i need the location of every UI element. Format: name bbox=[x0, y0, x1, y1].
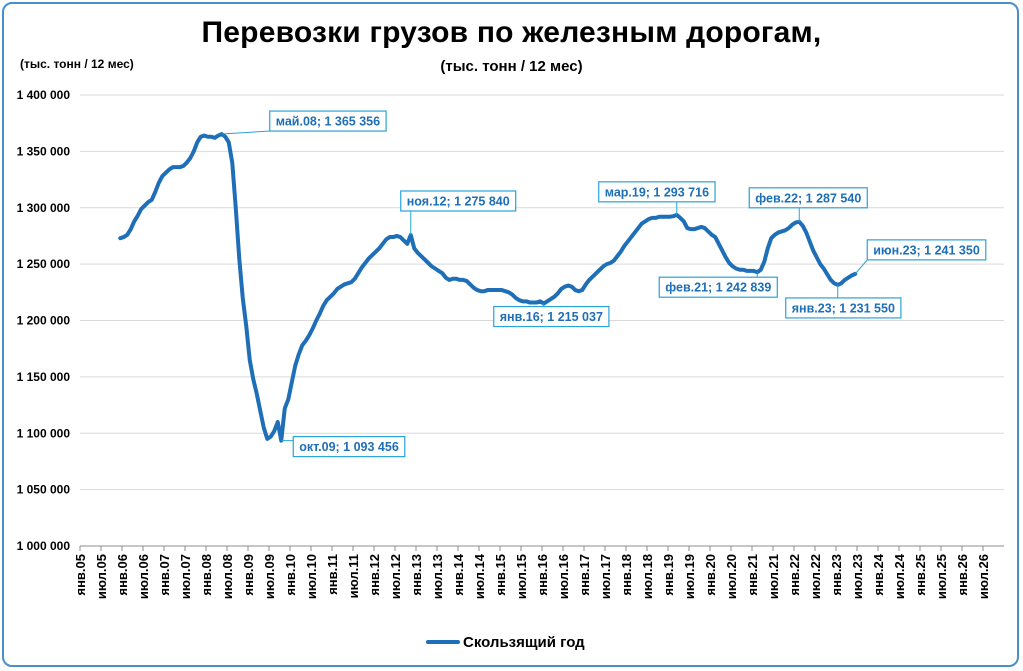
x-tick-label: янв.15 bbox=[493, 554, 508, 596]
callout-box bbox=[269, 110, 387, 132]
y-tick-label: 1 250 000 bbox=[17, 257, 71, 271]
series-line bbox=[118, 132, 858, 443]
x-tick-label: июл.10 bbox=[304, 554, 319, 599]
x-tick-label: янв.20 bbox=[703, 554, 718, 596]
x-tick-label: янв.06 bbox=[115, 554, 130, 596]
x-tick-label: янв.17 bbox=[577, 554, 592, 596]
x-tick-label: июл.19 bbox=[682, 554, 697, 599]
x-tick-label: янв.18 bbox=[619, 554, 634, 596]
x-tick-label: июл.16 bbox=[556, 554, 571, 599]
data-callout: июн.23; 1 241 350 bbox=[854, 239, 987, 275]
x-tick-label: янв.08 bbox=[199, 554, 214, 596]
y-tick-label: 1 400 000 bbox=[17, 88, 71, 102]
x-axis: янв.05 июл.05 янв.06 июл.06 янв.07 июл.07 янв.… bbox=[73, 546, 991, 599]
y-tick-label: 1 300 000 bbox=[17, 201, 71, 215]
x-tick-label: июл.08 bbox=[220, 554, 235, 599]
y-tick-label: 1 100 000 bbox=[17, 426, 71, 440]
callout-box bbox=[866, 239, 987, 261]
data-callout: окт.09; 1 093 456 bbox=[281, 436, 406, 458]
x-tick-label: янв.13 bbox=[409, 554, 424, 596]
x-tick-label: июл.07 bbox=[178, 554, 193, 599]
chart-title: Перевозки грузов по железным дорогам, bbox=[201, 16, 822, 49]
callout-box bbox=[292, 436, 406, 458]
callout-box bbox=[748, 187, 868, 209]
x-tick-label: июл.12 bbox=[388, 554, 403, 599]
data-callout: мар.19; 1 293 716 bbox=[598, 181, 716, 215]
callout-label: ноя.12; 1 275 840 bbox=[407, 194, 510, 208]
x-tick-label: янв.23 bbox=[829, 554, 844, 596]
x-tick-label: июл.18 bbox=[640, 554, 655, 599]
x-tick-label: июл.25 bbox=[934, 554, 949, 599]
callout-label: фев.21; 1 242 839 bbox=[665, 281, 771, 295]
callout-label: май.08; 1 365 356 bbox=[276, 115, 380, 129]
x-tick-label: янв.21 bbox=[745, 554, 760, 596]
callout-leader bbox=[221, 130, 270, 135]
y-axis: 1 000 000 1 050 000 1 100 000 1 150 000 1 20… bbox=[17, 88, 71, 553]
callout-box bbox=[598, 181, 716, 203]
y-tick-label: 1 200 000 bbox=[17, 314, 71, 328]
x-tick-label: янв.19 bbox=[661, 554, 676, 596]
data-callout: фев.21; 1 242 839 bbox=[658, 272, 778, 298]
y-axis-unit-label: (тыс. тонн / 12 мес) bbox=[20, 57, 134, 71]
x-tick-label: июл.13 bbox=[430, 554, 445, 599]
x-tick-label: янв.25 bbox=[913, 554, 928, 596]
y-tick-label: 1 150 000 bbox=[17, 370, 71, 384]
callout-box bbox=[785, 297, 902, 319]
x-tick-label: июл.21 bbox=[766, 554, 781, 599]
x-tick-label: июл.22 bbox=[808, 554, 823, 599]
x-tick-label: июл.26 bbox=[976, 554, 991, 599]
data-callout: фев.22; 1 287 540 bbox=[748, 187, 868, 222]
callout-label: мар.19; 1 293 716 bbox=[605, 185, 709, 199]
y-tick-label: 1 350 000 bbox=[17, 144, 71, 158]
x-tick-label: июл.09 bbox=[262, 554, 277, 599]
x-tick-label: янв.05 bbox=[73, 554, 88, 596]
callout-label: янв.23; 1 231 550 bbox=[792, 301, 895, 315]
chart-subtitle: (тыс. тонн / 12 мес) bbox=[440, 58, 583, 75]
x-tick-label: янв.10 bbox=[283, 554, 298, 596]
x-tick-label: июл.23 bbox=[850, 554, 865, 599]
callout-leader bbox=[854, 259, 868, 275]
callout-label: окт.09; 1 093 456 bbox=[299, 440, 399, 454]
callout-label: июн.23; 1 241 350 bbox=[873, 243, 980, 257]
x-tick-label: янв.22 bbox=[787, 554, 802, 596]
series-layer bbox=[118, 132, 858, 443]
x-tick-label: июл.24 bbox=[892, 553, 907, 599]
x-tick-label: янв.14 bbox=[451, 553, 466, 595]
data-callout: май.08; 1 365 356 bbox=[221, 110, 387, 135]
data-callout: янв.23; 1 231 550 bbox=[785, 284, 902, 319]
callout-box bbox=[400, 190, 517, 212]
callout-box bbox=[658, 276, 778, 298]
x-tick-label: янв.16 bbox=[535, 554, 550, 596]
x-tick-label: янв.26 bbox=[955, 554, 970, 596]
data-callout: ноя.12; 1 275 840 bbox=[400, 190, 517, 235]
x-tick-label: янв.24 bbox=[871, 553, 886, 595]
x-tick-label: июл.05 bbox=[94, 554, 109, 599]
legend-label: Скользящий год bbox=[463, 634, 585, 651]
x-tick-label: июл.15 bbox=[514, 554, 529, 599]
x-tick-label: янв.11 bbox=[325, 554, 340, 595]
annotations-layer: май.08; 1 365 356 окт.09; 1 093 456 ноя.12… bbox=[221, 110, 987, 458]
x-tick-label: июл.20 bbox=[724, 554, 739, 599]
callout-label: фев.22; 1 287 540 bbox=[755, 191, 861, 205]
x-tick-label: янв.12 bbox=[367, 554, 382, 596]
legend: Скользящий год bbox=[426, 634, 585, 651]
x-tick-label: янв.09 bbox=[241, 554, 256, 596]
data-callout: янв.16; 1 215 037 bbox=[493, 303, 610, 328]
x-tick-label: янв.07 bbox=[157, 554, 172, 596]
x-tick-label: июл.17 bbox=[598, 554, 613, 599]
x-tick-label: июл.11 bbox=[346, 554, 361, 598]
callout-box bbox=[493, 305, 610, 328]
callout-label: янв.16; 1 215 037 bbox=[500, 310, 603, 324]
x-tick-label: июл.06 bbox=[136, 554, 151, 599]
x-tick-label: июл.14 bbox=[472, 553, 487, 599]
y-tick-label: 1 000 000 bbox=[17, 539, 71, 553]
y-tick-label: 1 050 000 bbox=[17, 483, 71, 497]
